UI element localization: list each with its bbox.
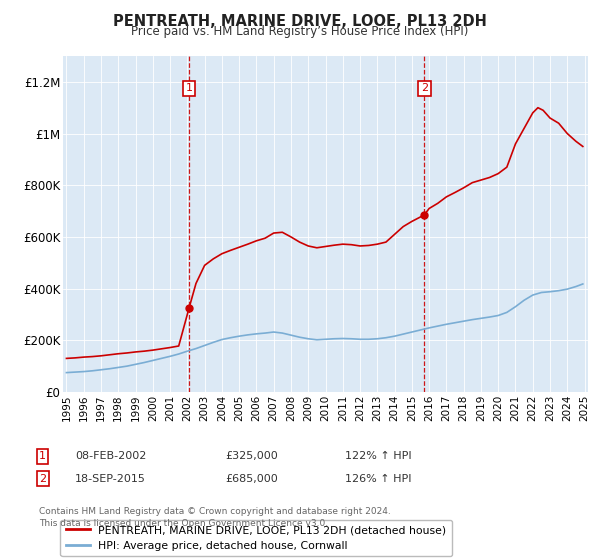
Text: £685,000: £685,000 (225, 474, 278, 484)
Text: 122% ↑ HPI: 122% ↑ HPI (345, 451, 412, 461)
Text: 08-FEB-2002: 08-FEB-2002 (75, 451, 146, 461)
Text: 126% ↑ HPI: 126% ↑ HPI (345, 474, 412, 484)
Text: 2: 2 (39, 474, 46, 484)
Text: 1: 1 (185, 83, 193, 94)
Text: 18-SEP-2015: 18-SEP-2015 (75, 474, 146, 484)
Legend: PENTREATH, MARINE DRIVE, LOOE, PL13 2DH (detached house), HPI: Average price, de: PENTREATH, MARINE DRIVE, LOOE, PL13 2DH … (61, 520, 452, 556)
Text: Price paid vs. HM Land Registry’s House Price Index (HPI): Price paid vs. HM Land Registry’s House … (131, 25, 469, 38)
Text: 2: 2 (421, 83, 428, 94)
Text: 1: 1 (39, 451, 46, 461)
Text: £325,000: £325,000 (225, 451, 278, 461)
Text: Contains HM Land Registry data © Crown copyright and database right 2024.
This d: Contains HM Land Registry data © Crown c… (39, 507, 391, 528)
Text: PENTREATH, MARINE DRIVE, LOOE, PL13 2DH: PENTREATH, MARINE DRIVE, LOOE, PL13 2DH (113, 14, 487, 29)
